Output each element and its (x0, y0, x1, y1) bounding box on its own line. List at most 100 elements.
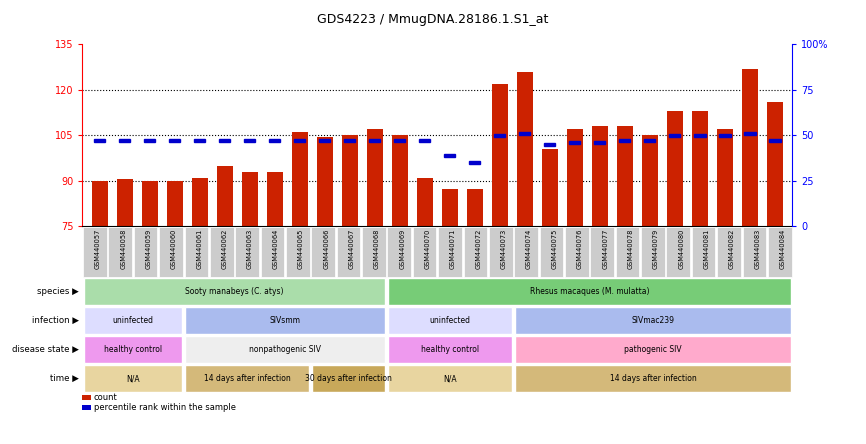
Bar (717, 129, 733, 226)
Text: GSM440077: GSM440077 (602, 229, 608, 269)
Bar (320, 139, 331, 143)
Text: N/A: N/A (126, 374, 139, 383)
Text: GSM440061: GSM440061 (197, 229, 203, 269)
Text: nonpathogenic SIV: nonpathogenic SIV (249, 345, 321, 354)
Text: GDS4223 / MmugDNA.28186.1.S1_at: GDS4223 / MmugDNA.28186.1.S1_at (317, 13, 549, 26)
Text: GSM440078: GSM440078 (628, 229, 634, 269)
Bar (594, 141, 605, 144)
Bar (542, 149, 558, 226)
Text: GSM440062: GSM440062 (222, 229, 228, 269)
Bar (517, 71, 533, 226)
Bar (644, 139, 656, 143)
Bar (692, 111, 708, 226)
Bar (144, 139, 155, 143)
Bar (366, 129, 383, 226)
Bar (544, 143, 555, 146)
Text: GSM440080: GSM440080 (678, 229, 684, 269)
Bar (344, 139, 355, 143)
Text: healthy control: healthy control (104, 345, 162, 354)
Text: 14 days after infection: 14 days after infection (204, 374, 290, 383)
Bar (369, 139, 380, 143)
Text: GSM440079: GSM440079 (653, 229, 659, 269)
Bar (269, 139, 281, 143)
Bar (619, 139, 630, 143)
Text: GSM440075: GSM440075 (552, 229, 558, 269)
Bar (492, 84, 508, 226)
Text: GSM440084: GSM440084 (779, 229, 785, 269)
Text: 14 days after infection: 14 days after infection (610, 374, 696, 383)
Bar (442, 189, 458, 226)
Text: GSM440059: GSM440059 (145, 229, 152, 269)
Bar (744, 132, 755, 135)
Bar (242, 172, 258, 226)
Text: healthy control: healthy control (421, 345, 479, 354)
Text: time ▶: time ▶ (50, 374, 79, 383)
Bar (742, 69, 758, 226)
Bar (617, 126, 633, 226)
Bar (419, 139, 430, 143)
Text: GSM440066: GSM440066 (323, 229, 329, 269)
Text: GSM440060: GSM440060 (171, 229, 177, 269)
Text: SIVmac239: SIVmac239 (631, 316, 675, 325)
Bar (417, 178, 433, 226)
Text: species ▶: species ▶ (37, 287, 79, 297)
Text: GSM440058: GSM440058 (120, 229, 126, 269)
Text: pathogenic SIV: pathogenic SIV (624, 345, 682, 354)
Bar (94, 139, 106, 143)
Text: GSM440069: GSM440069 (399, 229, 405, 269)
Bar (520, 132, 531, 135)
Bar (169, 139, 180, 143)
Bar (720, 134, 731, 137)
Text: GSM440083: GSM440083 (754, 229, 760, 269)
Bar (569, 141, 580, 144)
Text: uninfected: uninfected (430, 316, 470, 325)
Text: GSM440064: GSM440064 (273, 229, 279, 269)
Text: GSM440073: GSM440073 (501, 229, 507, 269)
Bar (317, 137, 333, 226)
Text: GSM440067: GSM440067 (348, 229, 354, 269)
Bar (219, 139, 230, 143)
Bar (342, 135, 358, 226)
Text: GSM440071: GSM440071 (450, 229, 456, 269)
Text: Rhesus macaques (M. mulatta): Rhesus macaques (M. mulatta) (530, 287, 650, 297)
Bar (667, 111, 683, 226)
Text: GSM440070: GSM440070 (424, 229, 430, 269)
Text: SIVsmm: SIVsmm (269, 316, 301, 325)
Bar (292, 132, 308, 226)
Bar (695, 134, 706, 137)
Text: GSM440063: GSM440063 (247, 229, 253, 269)
Text: GSM440057: GSM440057 (95, 229, 101, 269)
Bar (769, 139, 780, 143)
Bar (267, 172, 283, 226)
Bar (120, 139, 131, 143)
Bar (394, 139, 405, 143)
Bar (467, 190, 483, 226)
Bar (191, 178, 208, 226)
Bar (194, 139, 205, 143)
Text: Sooty manabeys (C. atys): Sooty manabeys (C. atys) (185, 287, 284, 297)
Bar (166, 181, 183, 226)
Bar (244, 139, 255, 143)
Text: percentile rank within the sample: percentile rank within the sample (94, 403, 236, 412)
Bar (591, 126, 608, 226)
Bar (642, 135, 658, 226)
Bar (142, 181, 158, 226)
Bar (92, 181, 108, 226)
Text: GSM440081: GSM440081 (703, 229, 709, 269)
Text: N/A: N/A (443, 374, 457, 383)
Bar (669, 134, 681, 137)
Text: GSM440072: GSM440072 (475, 229, 481, 269)
Text: GSM440065: GSM440065 (298, 229, 304, 269)
Text: GSM440076: GSM440076 (577, 229, 583, 269)
Bar (444, 154, 456, 157)
Bar (566, 129, 583, 226)
Text: disease state ▶: disease state ▶ (12, 345, 79, 354)
Bar (469, 161, 481, 164)
Text: GSM440074: GSM440074 (527, 229, 532, 269)
Text: infection ▶: infection ▶ (32, 316, 79, 325)
Text: GSM440068: GSM440068 (374, 229, 380, 269)
Bar (294, 139, 306, 143)
Bar (117, 179, 132, 226)
Text: 30 days after infection: 30 days after infection (305, 374, 392, 383)
Bar (391, 135, 408, 226)
